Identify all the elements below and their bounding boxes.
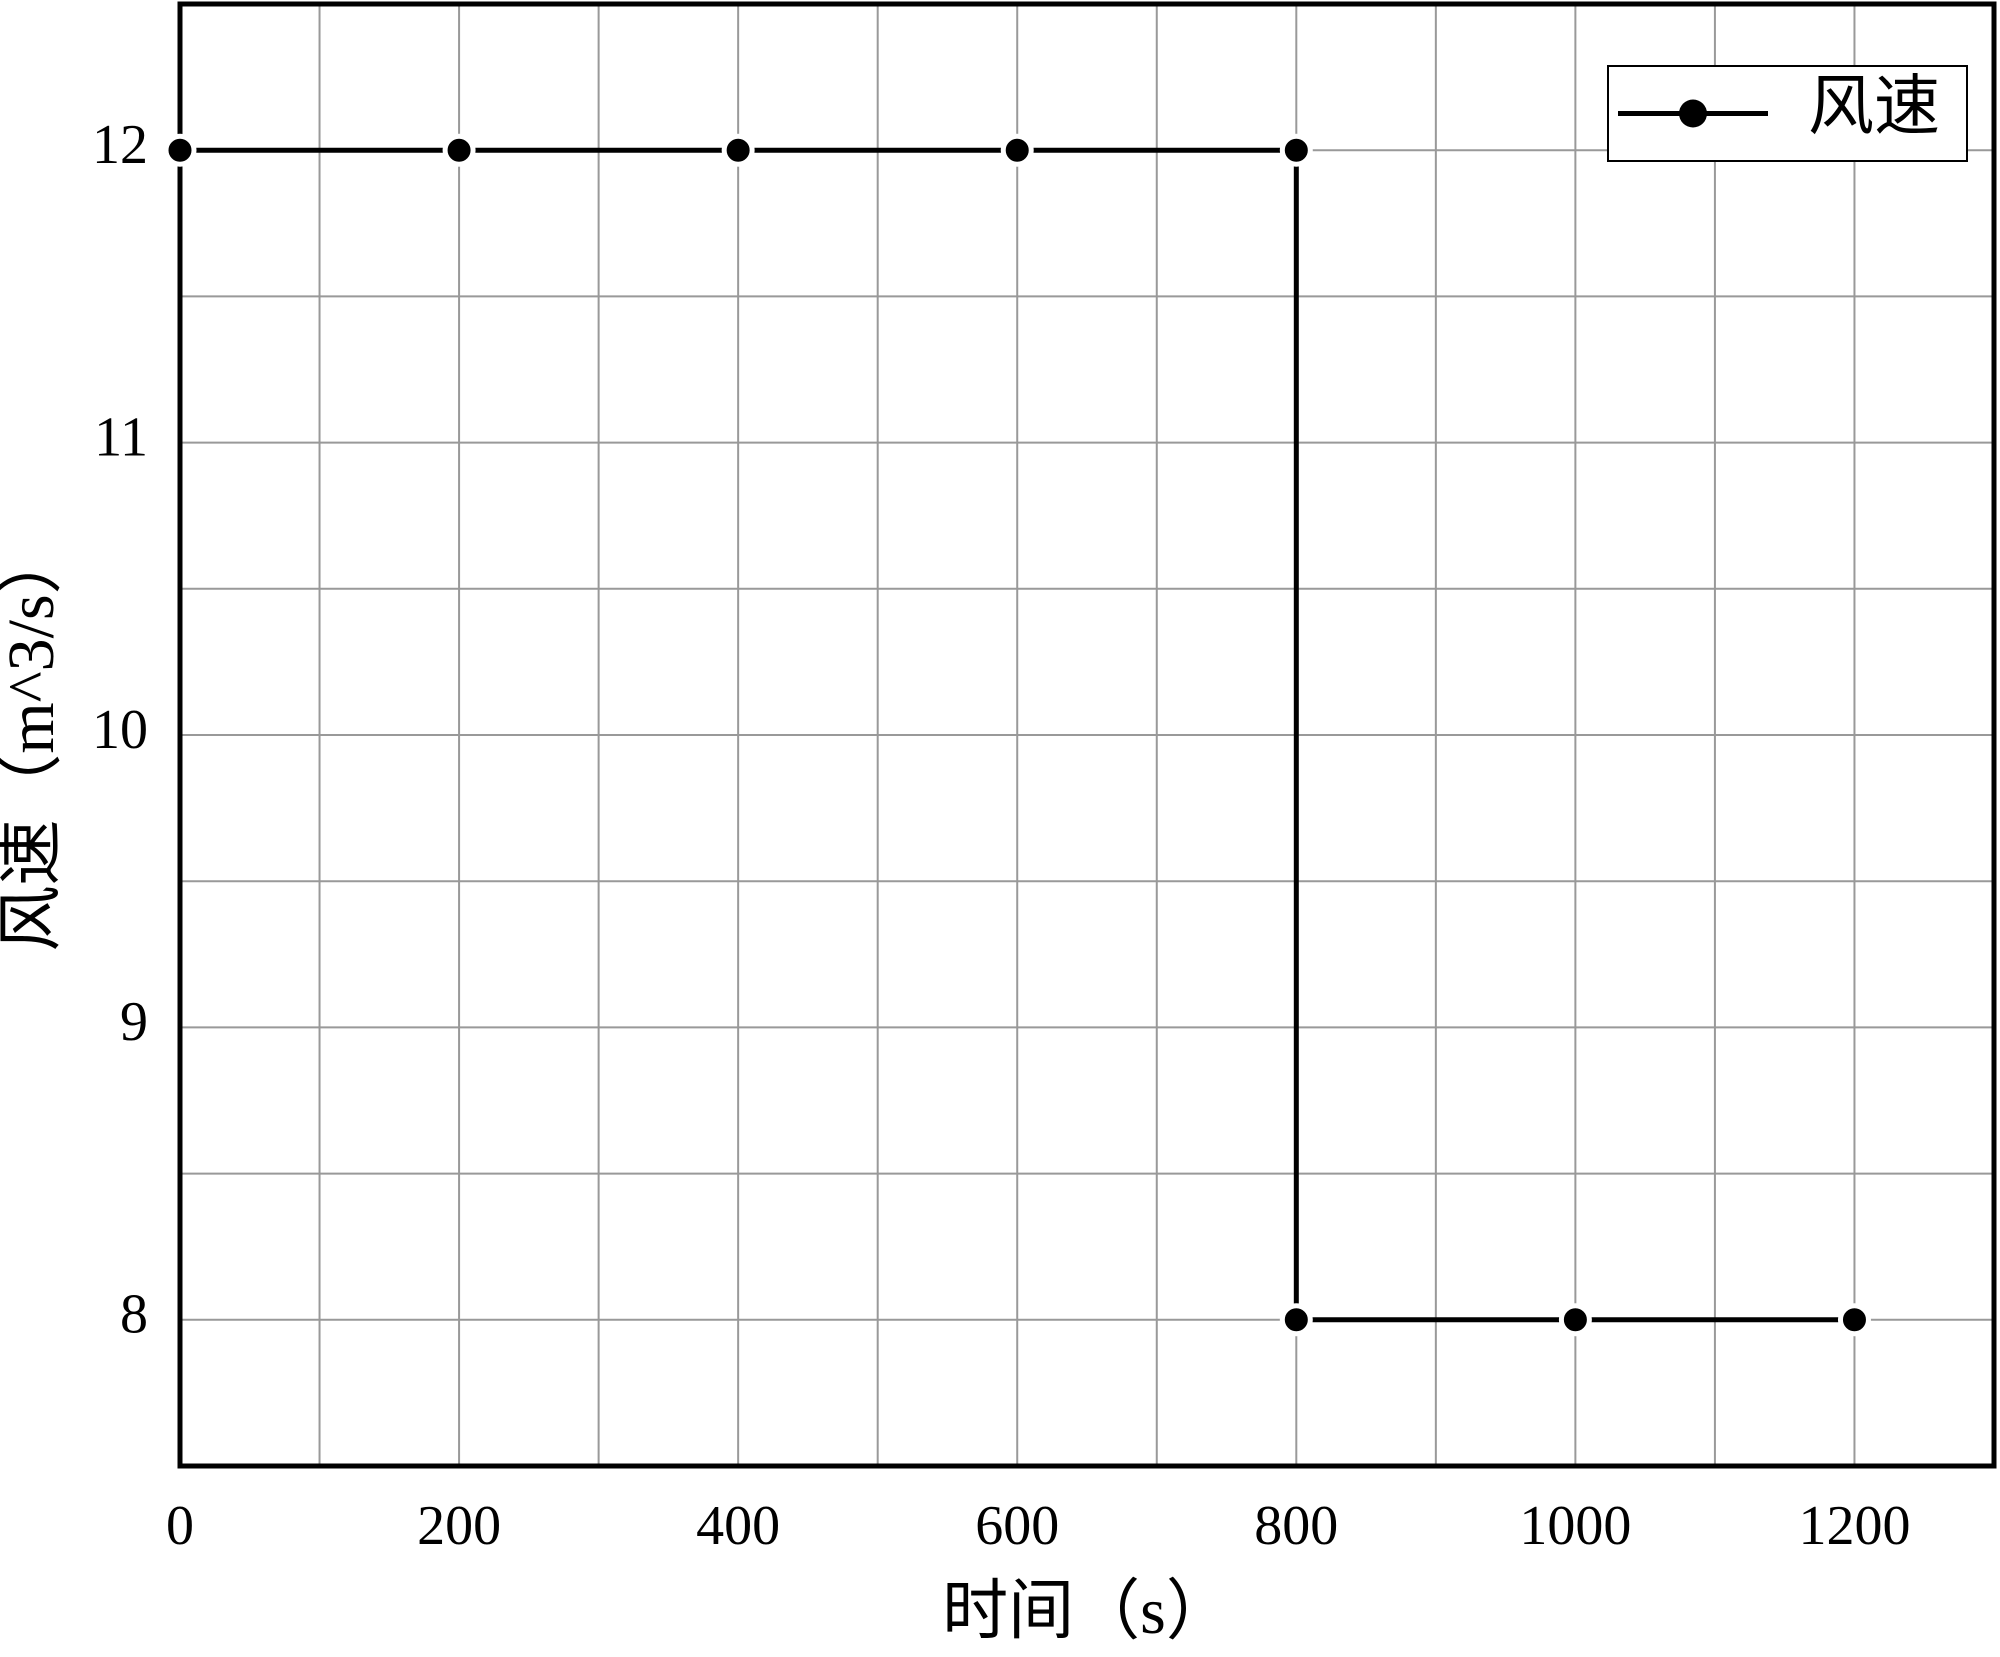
x-tick-label: 1200 — [1798, 1495, 1910, 1557]
x-tick-label: 600 — [975, 1495, 1059, 1557]
y-axis-label: 风速（m^3/s） — [0, 528, 68, 951]
marker — [163, 133, 197, 167]
x-axis-label: 时间（s） — [942, 1575, 1232, 1648]
x-tick-label: 800 — [1254, 1495, 1338, 1557]
marker — [1000, 133, 1034, 167]
x-tick-label: 1000 — [1519, 1495, 1631, 1557]
y-tick-label: 8 — [120, 1284, 148, 1346]
y-tick-label: 9 — [120, 991, 148, 1053]
marker — [1279, 133, 1313, 167]
marker — [442, 133, 476, 167]
plot-frame — [177, 1, 1997, 1469]
legend-marker — [1679, 99, 1707, 128]
x-tick-label: 400 — [696, 1495, 780, 1557]
marker — [1558, 1303, 1592, 1337]
legend-label: 风速 — [1808, 71, 1940, 144]
marker — [1279, 1303, 1313, 1337]
x-tick-label: 0 — [166, 1495, 194, 1557]
y-tick-label: 12 — [92, 114, 148, 176]
marker — [721, 133, 755, 167]
y-tick-label: 11 — [94, 406, 148, 468]
line — [180, 147, 1855, 1323]
marker — [1837, 1303, 1871, 1337]
x-tick-label: 200 — [417, 1495, 501, 1557]
y-tick-label: 10 — [92, 699, 148, 761]
